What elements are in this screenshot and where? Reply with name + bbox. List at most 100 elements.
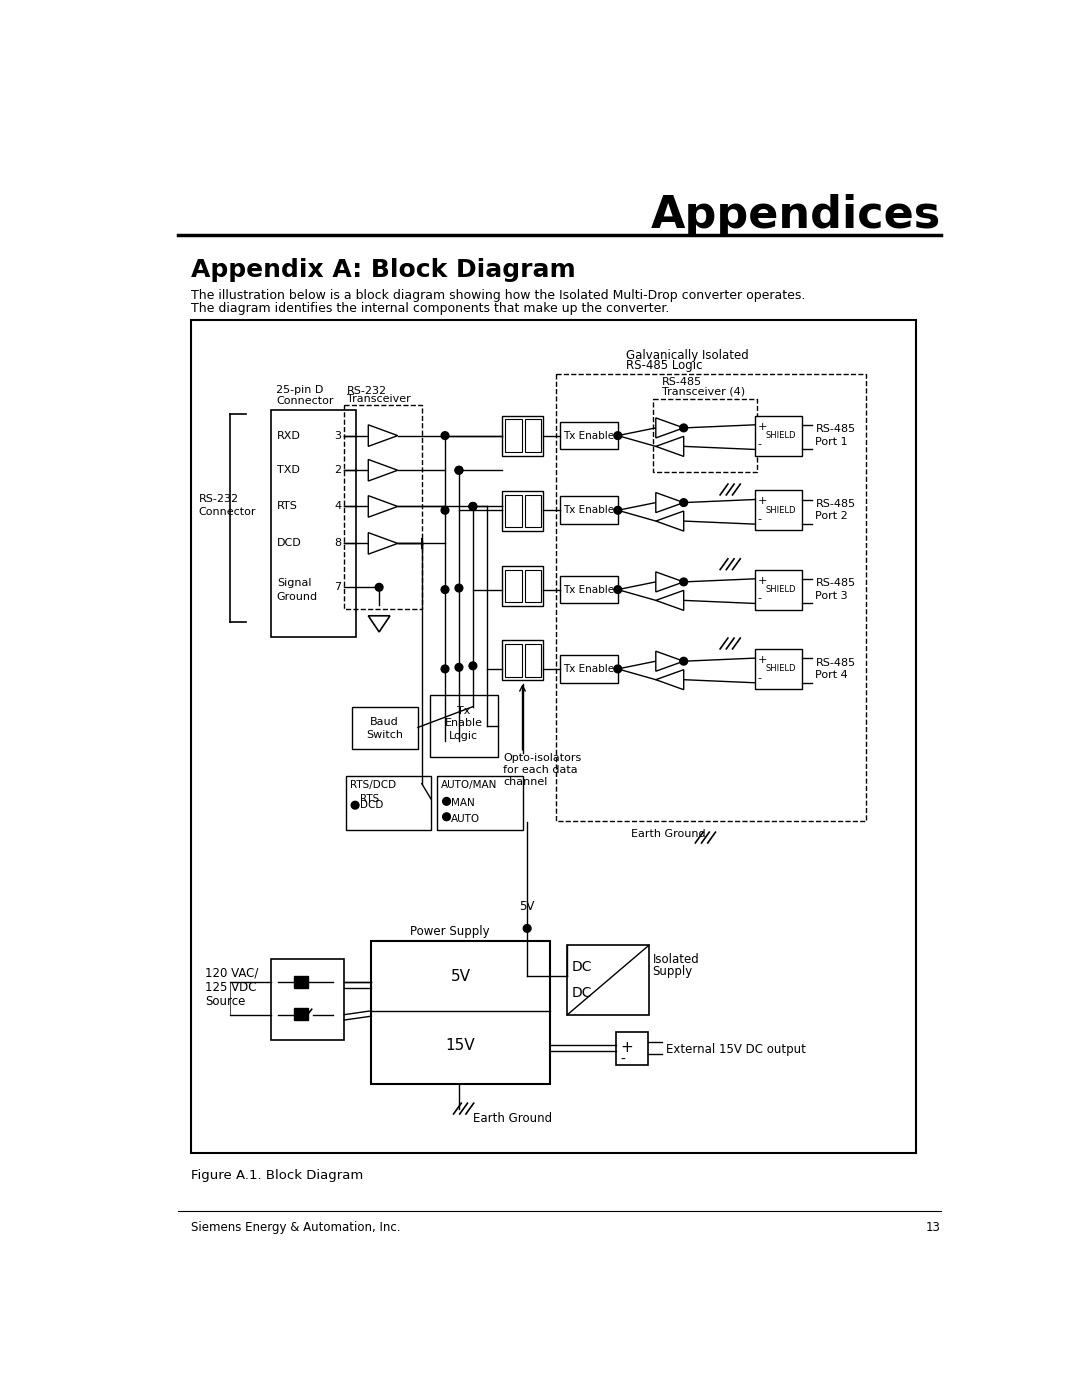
Circle shape [613,432,622,440]
Polygon shape [656,591,684,610]
Text: DC: DC [571,986,592,1000]
Bar [755,570,801,609]
Text: Appendices: Appendices [651,194,941,237]
Text: Tx Enable: Tx Enable [563,664,613,673]
Bar [504,644,522,676]
Text: RXD: RXD [276,430,300,440]
Bar [504,495,522,527]
Text: RS-485: RS-485 [815,499,855,509]
Bar [559,422,618,450]
Bar [525,570,541,602]
Text: Opto-isolators: Opto-isolators [503,753,581,763]
Circle shape [375,584,383,591]
Bar [271,411,356,637]
Polygon shape [368,616,390,631]
Text: 5V: 5V [519,900,535,914]
Circle shape [679,578,688,585]
Text: The illustration below is a block diagram showing how the Isolated Multi-Drop co: The illustration below is a block diagra… [191,289,806,302]
Text: RS-232: RS-232 [348,386,388,395]
Bar [755,648,801,689]
Circle shape [613,507,622,514]
Text: SHIELD: SHIELD [766,506,796,514]
Text: SHIELD: SHIELD [766,665,796,673]
Text: Galvanically Isolated: Galvanically Isolated [625,349,748,362]
Bar [294,977,308,989]
Text: DC: DC [571,960,592,974]
Text: 7: 7 [334,583,341,592]
Circle shape [441,585,449,594]
Polygon shape [656,436,684,457]
Bar [559,576,618,604]
Circle shape [443,813,450,820]
Text: RTS: RTS [360,795,379,805]
Text: -: - [757,673,761,683]
Text: RS-485: RS-485 [662,377,702,387]
Polygon shape [656,493,684,513]
Circle shape [455,467,463,474]
Circle shape [613,585,622,594]
Text: +: + [757,576,767,585]
Bar [372,942,550,1084]
Circle shape [679,425,688,432]
Text: Power Supply: Power Supply [410,925,489,937]
Bar [191,320,916,1154]
Text: RS-485: RS-485 [815,578,855,588]
Text: SHIELD: SHIELD [766,432,796,440]
Circle shape [441,665,449,673]
Text: 8: 8 [334,538,341,549]
Text: Logic: Logic [449,731,478,740]
Text: -: - [620,1052,625,1066]
Text: channel: channel [503,778,548,788]
Text: +: + [757,496,767,507]
Text: 15V: 15V [446,1038,475,1053]
Text: for each data: for each data [503,766,578,775]
Text: External 15V DC output: External 15V DC output [666,1044,806,1056]
Circle shape [469,662,476,669]
Bar [559,655,618,683]
Text: Tx Enable: Tx Enable [563,584,613,595]
Circle shape [441,507,449,514]
Text: Siemens Energy & Automation, Inc.: Siemens Energy & Automation, Inc. [191,1221,401,1234]
Bar [525,419,541,451]
Circle shape [455,467,463,474]
Text: 4: 4 [334,502,341,511]
Text: Source: Source [205,995,245,1007]
Text: SHIELD: SHIELD [766,585,796,594]
Circle shape [469,503,476,510]
Text: Isolated: Isolated [652,953,700,967]
Text: The diagram identifies the internal components that make up the converter.: The diagram identifies the internal comp… [191,302,670,316]
Polygon shape [656,571,684,592]
Bar [504,419,522,451]
Text: Ground: Ground [276,591,318,602]
Circle shape [469,503,476,510]
Text: Earth Ground: Earth Ground [473,1112,552,1126]
Text: Figure A.1. Block Diagram: Figure A.1. Block Diagram [191,1169,363,1182]
Text: TXD: TXD [276,465,300,475]
Text: Baud: Baud [370,718,399,728]
Text: Switch: Switch [366,729,403,740]
Text: -: - [757,514,761,524]
Text: 25-pin D: 25-pin D [276,384,323,395]
Text: AUTO/MAN: AUTO/MAN [441,780,498,789]
Polygon shape [656,418,684,437]
Circle shape [441,432,449,440]
Bar [502,640,542,680]
Text: Appendix A: Block Diagram: Appendix A: Block Diagram [191,258,576,282]
Text: 2: 2 [334,465,341,475]
Text: 125 VDC: 125 VDC [205,981,256,993]
Text: RS-485: RS-485 [815,658,855,668]
Text: Connector: Connector [276,397,334,407]
Polygon shape [368,460,397,481]
Text: RS-232: RS-232 [199,493,239,504]
Bar [755,415,801,455]
Bar [556,374,866,820]
Text: MAN: MAN [451,798,475,809]
Text: Connector: Connector [199,507,256,517]
Text: +: + [757,655,767,665]
Text: -: - [757,440,761,450]
Bar [271,960,345,1039]
Bar [352,707,418,749]
Polygon shape [368,496,397,517]
Bar [755,490,801,531]
Text: DCD: DCD [276,538,301,549]
